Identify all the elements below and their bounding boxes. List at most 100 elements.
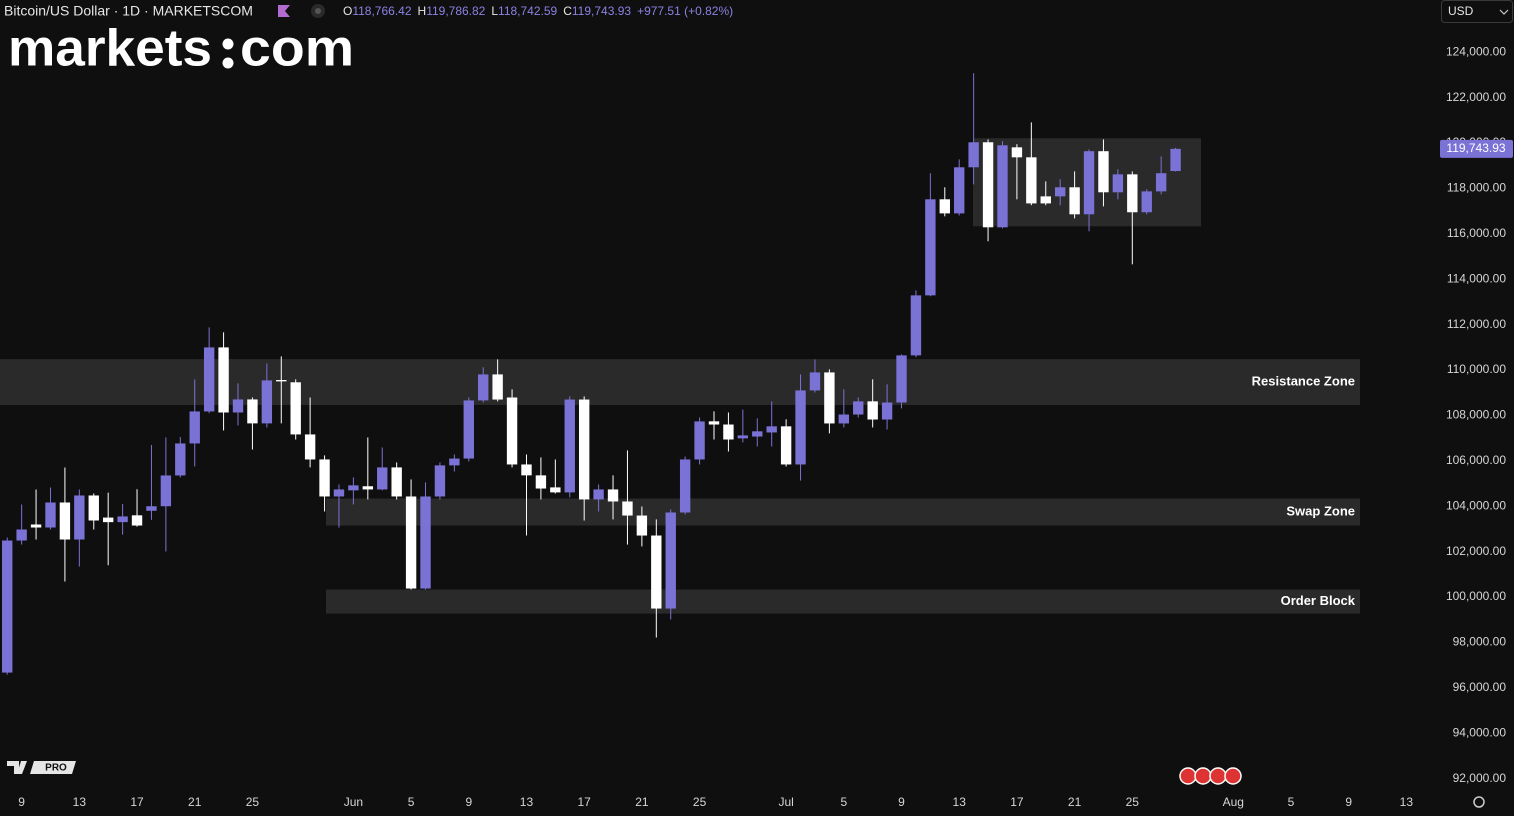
- x-tick-label: 13: [73, 795, 87, 809]
- candle-body: [405, 496, 417, 589]
- candle-body: [1026, 157, 1037, 204]
- x-tick-label: 21: [1068, 795, 1082, 809]
- currency-label: USD: [1448, 4, 1474, 18]
- x-tick-label: 17: [1010, 795, 1024, 809]
- candle-body: [59, 502, 71, 540]
- candle-body: [752, 431, 763, 437]
- candle-body: [607, 489, 619, 502]
- x-tick-label: Jun: [344, 795, 363, 809]
- pro-text: PRO: [45, 763, 67, 774]
- x-tick-label: 13: [953, 795, 967, 809]
- candle-body: [377, 467, 388, 490]
- x-tick-label: 21: [188, 795, 202, 809]
- candle-body: [492, 374, 503, 400]
- candle-body: [319, 459, 330, 497]
- candle-body: [535, 475, 547, 489]
- ohlc-key: H: [418, 4, 427, 18]
- candle-body: [896, 355, 907, 403]
- event-icon[interactable]: [1179, 767, 1197, 785]
- flag-icon: [278, 5, 290, 17]
- candle-body: [838, 414, 850, 424]
- candle-body: [463, 400, 474, 459]
- symbol-title: Bitcoin/US Dollar · 1D · MARKETSCOM: [4, 3, 253, 19]
- candle-body: [362, 486, 374, 490]
- y-tick-label: 106,000.00: [1446, 453, 1506, 467]
- settings-icon[interactable]: [1473, 796, 1485, 808]
- y-tick-label: 116,000.00: [1447, 226, 1506, 240]
- last-price-box: [1440, 139, 1513, 158]
- x-tick-label: 5: [840, 795, 847, 809]
- ohlc-value: 119,743.93: [572, 4, 631, 18]
- x-tick-label: 9: [1345, 795, 1352, 809]
- candle-body: [651, 535, 662, 609]
- y-tick-label: 104,000.00: [1446, 498, 1506, 512]
- ohlc-value: 118,766.42: [352, 4, 411, 18]
- candle-body: [506, 397, 518, 465]
- candle-body: [1155, 173, 1167, 192]
- candle-body: [636, 515, 648, 536]
- zone-label: Order Block: [1281, 593, 1356, 608]
- y-tick-label: 122,000.00: [1446, 90, 1506, 104]
- y-tick-label: 92,000.00: [1453, 771, 1507, 785]
- candle-body: [723, 424, 734, 440]
- candle-body: [478, 374, 489, 401]
- candle-body: [853, 401, 864, 415]
- candle-body: [564, 399, 575, 493]
- x-tick-label: 25: [693, 795, 707, 809]
- x-tick-label: 21: [635, 795, 649, 809]
- y-tick-label: 94,000.00: [1453, 725, 1507, 739]
- candle-body: [1170, 148, 1181, 172]
- y-tick-label: 108,000.00: [1446, 408, 1506, 422]
- candle-body: [982, 142, 994, 228]
- candle-body: [146, 506, 157, 511]
- logo-dot: [222, 57, 234, 69]
- x-tick-label: Aug: [1223, 795, 1244, 809]
- y-tick-label: 102,000.00: [1446, 544, 1506, 558]
- candle-body: [925, 199, 936, 296]
- ohlc-key: L: [491, 4, 498, 18]
- overlay: Bitcoin/US Dollar · 1D · MARKETSCOM USD …: [4, 0, 1513, 809]
- x-tick-label: Jul: [778, 795, 793, 809]
- y-tick-label: 112,000.00: [1447, 317, 1506, 331]
- candle-body: [622, 501, 633, 516]
- candle-body: [737, 435, 749, 439]
- ohlc-key: C: [563, 4, 572, 18]
- candle-body: [74, 495, 85, 540]
- candle-body: [809, 372, 821, 391]
- event-icon[interactable]: [1224, 767, 1242, 785]
- candle-body: [679, 459, 691, 513]
- pro-badge: [30, 761, 76, 774]
- candle-body: [391, 467, 402, 497]
- x-tick-label: 13: [520, 795, 534, 809]
- candle-body: [175, 443, 186, 476]
- candle-body: [578, 399, 590, 500]
- candles: [2, 73, 1181, 675]
- x-tick-label: 13: [1400, 795, 1414, 809]
- candle-body: [117, 516, 128, 523]
- candle-body: [333, 489, 345, 497]
- candle-body: [102, 517, 114, 523]
- candle-body: [550, 487, 561, 493]
- candle-body: [218, 347, 229, 413]
- candle-body: [521, 464, 532, 476]
- candle-body: [348, 485, 359, 491]
- currency-select[interactable]: [1441, 0, 1513, 23]
- x-tick-label: 25: [246, 795, 260, 809]
- candle-body: [954, 167, 965, 214]
- candle-body: [968, 142, 979, 168]
- candle-body: [88, 495, 99, 521]
- candle-body: [1112, 174, 1124, 193]
- candle-body: [766, 426, 777, 433]
- y-tick-label: 118,000.00: [1447, 181, 1506, 195]
- change: +977.51 (+0.82%): [637, 4, 733, 18]
- candle-body: [304, 434, 316, 460]
- candle-body: [910, 295, 922, 356]
- candle-body: [16, 529, 27, 541]
- x-tick-label: 5: [1288, 795, 1295, 809]
- event-icon[interactable]: [1194, 767, 1212, 785]
- y-tick-label: 114,000.00: [1447, 271, 1506, 285]
- candle-body: [189, 411, 200, 444]
- zone: [326, 589, 1360, 614]
- event-icon[interactable]: [1209, 767, 1227, 785]
